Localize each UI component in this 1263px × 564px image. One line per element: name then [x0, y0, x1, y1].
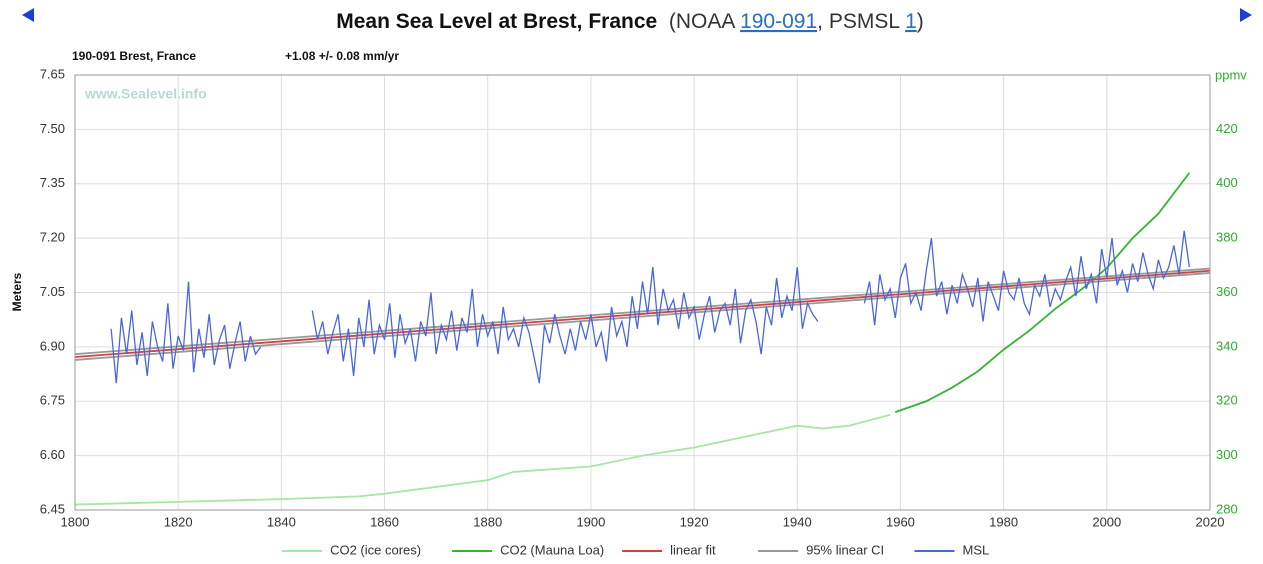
- legend-label: CO2 (Mauna Loa): [500, 542, 604, 557]
- y2-axis-label: ppmv: [1215, 67, 1247, 82]
- y2-tick-label: 340: [1216, 338, 1238, 353]
- x-tick-label: 1880: [473, 514, 502, 529]
- trend-label: +1.08 +/- 0.08 mm/yr: [285, 49, 399, 63]
- prev-arrow[interactable]: [22, 8, 34, 22]
- next-arrow[interactable]: [1240, 8, 1252, 22]
- x-tick-label: 1940: [783, 514, 812, 529]
- y2-tick-label: 420: [1216, 121, 1238, 136]
- chart-title: Mean Sea Level at Brest, France: [336, 10, 657, 33]
- y-tick-label: 6.60: [40, 447, 65, 462]
- x-tick-label: 1860: [370, 514, 399, 529]
- y2-tick-label: 300: [1216, 447, 1238, 462]
- series-line: [74, 413, 891, 506]
- legend-label: MSL: [963, 542, 990, 557]
- y-tick-label: 7.35: [40, 175, 65, 190]
- y-tick-label: 6.90: [40, 338, 65, 353]
- y2-tick-label: 360: [1216, 284, 1238, 299]
- psmsl-link[interactable]: 1: [905, 10, 917, 33]
- series-line: [74, 267, 1211, 356]
- title-gap: [657, 10, 669, 33]
- watermark: www.Sealevel.info: [84, 86, 207, 102]
- source-text: (NOAA: [669, 10, 740, 33]
- series-line: [895, 172, 1191, 413]
- x-tick-label: 1920: [680, 514, 709, 529]
- y2-tick-label: 280: [1216, 501, 1238, 516]
- x-tick-label: 1800: [61, 514, 90, 529]
- y2-tick-label: 320: [1216, 393, 1238, 408]
- x-tick-label: 1980: [989, 514, 1018, 529]
- y-tick-label: 7.05: [40, 284, 65, 299]
- plot-frame: [74, 74, 1211, 511]
- y-tick-label: 7.20: [40, 230, 65, 245]
- source-text: , PSMSL: [817, 10, 905, 33]
- y-tick-label: 7.50: [40, 121, 65, 136]
- x-tick-label: 1820: [164, 514, 193, 529]
- y-tick-label: 6.45: [40, 501, 65, 516]
- y-tick-label: 6.75: [40, 393, 65, 408]
- y2-tick-label: 380: [1216, 230, 1238, 245]
- source-text: ): [917, 10, 924, 33]
- noaa-link[interactable]: 190-091: [740, 10, 817, 33]
- x-tick-label: 1900: [576, 514, 605, 529]
- legend: CO2 (ice cores) CO2 (Mauna Loa) linear fit…: [282, 542, 989, 557]
- legend-label: linear fit: [670, 542, 716, 557]
- station-label: 190-091 Brest, France: [72, 49, 196, 63]
- series-line: [110, 230, 1191, 384]
- legend-label: CO2 (ice cores): [330, 542, 421, 557]
- plot: [74, 172, 1211, 506]
- chart-title-row: Mean Sea Level at Brest, France (NOAA 19…: [336, 10, 924, 33]
- x-tick-label: 1960: [886, 514, 915, 529]
- y-tick-label: 7.65: [40, 66, 65, 81]
- y-axis-label: Meters: [10, 272, 24, 311]
- x-tick-label: 2000: [1092, 514, 1121, 529]
- x-tick-label: 2020: [1196, 514, 1225, 529]
- y2-tick-label: 400: [1216, 175, 1238, 190]
- legend-label: 95% linear CI: [806, 542, 884, 557]
- x-tick-label: 1840: [267, 514, 296, 529]
- grid: [74, 74, 1211, 511]
